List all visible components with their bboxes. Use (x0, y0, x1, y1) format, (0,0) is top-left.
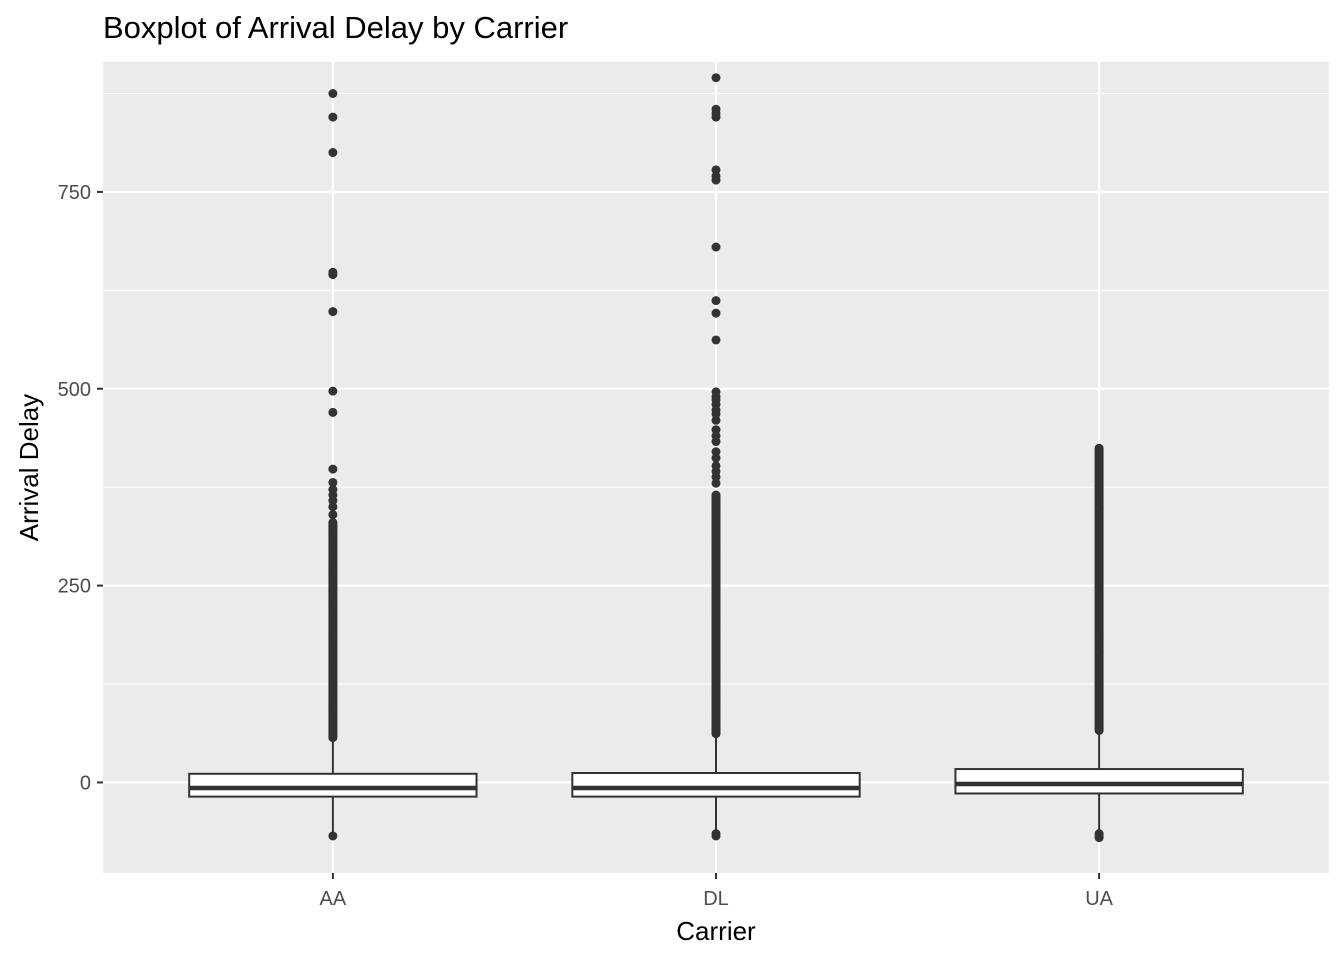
axis-layer: 0 250 500 750 AA DL UA (58, 182, 1114, 910)
outlier-point (328, 477, 338, 487)
outlier-point (711, 415, 721, 425)
box-dl (571, 733, 861, 835)
outlier-point (328, 112, 338, 122)
outlier-point (328, 518, 338, 528)
outlier-point (711, 425, 721, 435)
box-aa (188, 737, 478, 836)
x-tick-label: DL (703, 888, 729, 910)
x-tick-label: AA (320, 888, 347, 910)
outlier-point (711, 829, 721, 839)
y-tick-label: 0 (80, 772, 91, 794)
outlier-point (711, 242, 721, 252)
outlier-point (711, 165, 721, 175)
y-axis-title: Arrival Delay (14, 394, 44, 541)
outlier-layer (328, 73, 1104, 843)
iqr-box (954, 768, 1244, 795)
outlier-point (711, 335, 721, 345)
chart-title: Boxplot of Arrival Delay by Carrier (103, 10, 569, 45)
outlier-point (711, 308, 721, 318)
x-tick-label: UA (1085, 888, 1113, 910)
outlier-point (328, 831, 338, 841)
outlier-point (711, 104, 721, 114)
outlier-point (711, 490, 721, 500)
outlier-point (328, 464, 338, 474)
outlier-point (328, 485, 338, 495)
y-tick-label: 500 (58, 379, 91, 401)
outlier-point (711, 171, 721, 181)
x-axis-title: Carrier (676, 916, 756, 946)
outlier-point (328, 502, 338, 512)
iqr-box (571, 772, 861, 798)
outlier-point (711, 387, 721, 397)
outlier-point (711, 431, 721, 441)
outlier-point (711, 73, 721, 83)
outlier-point (328, 407, 338, 417)
outliers-ua (1094, 443, 1104, 843)
outlier-point (328, 307, 338, 317)
outlier-point (711, 447, 721, 457)
box-layer (188, 730, 1244, 836)
outlier-point (328, 88, 338, 98)
outlier-point (328, 148, 338, 158)
outlier-point (328, 267, 338, 277)
iqr-box (188, 772, 478, 798)
y-tick-label: 750 (58, 182, 91, 204)
box-ua (954, 730, 1244, 833)
outlier-point (1094, 443, 1104, 453)
outliers-dl (711, 73, 721, 841)
outlier-point (711, 453, 721, 463)
outlier-point (328, 386, 338, 396)
outlier-point (328, 510, 338, 520)
outlier-point (711, 461, 721, 471)
outliers-aa (328, 88, 338, 841)
outlier-point (711, 478, 721, 488)
outlier-point (1094, 829, 1104, 839)
y-tick-label: 250 (58, 576, 91, 598)
outlier-point (711, 296, 721, 306)
